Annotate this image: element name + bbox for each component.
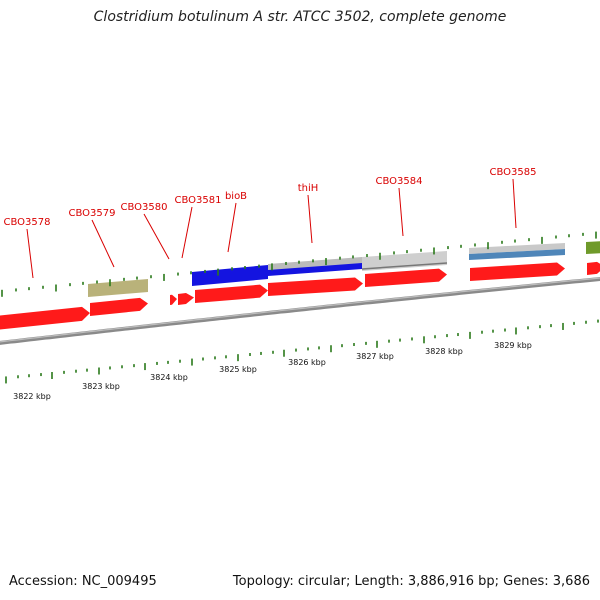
scale-label-4: 3825 kbp	[219, 365, 257, 374]
leader-line-6	[307, 194, 313, 244]
gene-label-5: bioB	[225, 191, 247, 202]
gene-arrow-red-5	[195, 284, 268, 303]
leader-line-7	[398, 187, 404, 237]
scale-label-2: 3823 kbp	[82, 382, 120, 391]
gene-arrow-red-3	[170, 294, 177, 305]
gene-box-olive	[88, 279, 148, 297]
leader-line-2	[91, 219, 115, 268]
scale-label-3: 3824 kbp	[150, 373, 188, 382]
scale-label-5: 3826 kbp	[288, 358, 326, 367]
gene-label-4: CBO3581	[175, 195, 222, 206]
gene-box-gray-edge	[361, 262, 448, 270]
genome-backbone	[0, 276, 600, 345]
leader-line-5	[227, 202, 237, 253]
leader-line-3	[143, 213, 170, 260]
gene-label-8: CBO3585	[490, 167, 537, 178]
gene-arrow-red-2	[90, 297, 148, 316]
gene-box-gray-cbo3585	[469, 243, 565, 254]
gene-box-green	[586, 241, 600, 254]
gene-arrow-red-7	[365, 268, 447, 287]
genome-title: Clostridium botulinum A str. ATCC 3502, …	[93, 9, 507, 25]
topology-text: Topology: circular; Length: 3,886,916 bp…	[232, 574, 590, 589]
leader-line-4	[181, 206, 193, 259]
gene-box-blue-1	[192, 265, 268, 286]
gene-box-gray-cbo3584	[362, 251, 447, 271]
gene-arrow-red-9	[587, 261, 600, 275]
gene-arrow-red-4	[178, 293, 194, 305]
leader-line-1	[26, 228, 34, 279]
scale-label-6: 3827 kbp	[356, 352, 394, 361]
gene-label-2: CBO3579	[69, 208, 116, 219]
gene-box-steelblue	[469, 249, 565, 260]
scale-label-1: 3822 kbp	[13, 392, 51, 401]
genome-backbone-highlight	[0, 277, 600, 343]
scale-label-8: 3829 kbp	[494, 341, 532, 350]
gene-arrow-red-1	[0, 306, 90, 330]
accession-text: Accession: NC_009495	[9, 574, 157, 589]
gene-arrow-red-8	[470, 262, 565, 281]
gene-arrow-red-6	[268, 277, 363, 296]
gene-box-blue-2	[268, 263, 362, 276]
gene-label-6: thiH	[298, 183, 319, 194]
leader-line-8	[512, 178, 517, 229]
gene-label-1: CBO3578	[4, 217, 51, 228]
scale-label-7: 3828 kbp	[425, 347, 463, 356]
gene-label-3: CBO3580	[121, 202, 168, 213]
gene-label-7: CBO3584	[376, 176, 423, 187]
